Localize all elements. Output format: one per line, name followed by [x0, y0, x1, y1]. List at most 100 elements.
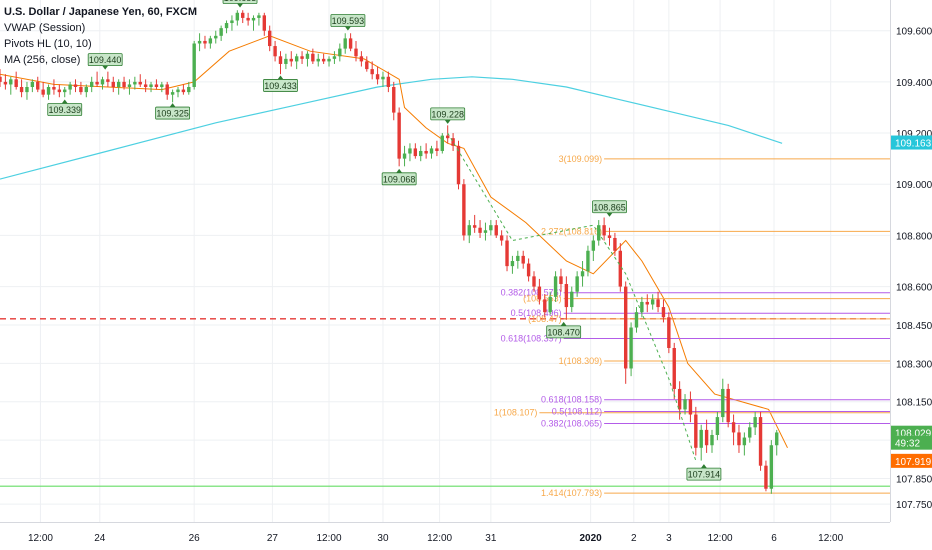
candle-body-up	[489, 225, 493, 231]
indicator-ma[interactable]: MA (256, close)	[4, 54, 81, 66]
fib-level-label: 1(108.309)	[559, 356, 603, 366]
time-axis: 12:00 24 26 27 12:00 30 12:00 31 2020 2 3 12:00 6 12:…	[0, 522, 890, 550]
candle-body-down	[543, 299, 547, 313]
candle-body-down	[613, 237, 617, 251]
candle-body-down	[661, 307, 666, 318]
candle-body-down	[143, 84, 148, 87]
candle-body-down	[273, 46, 277, 57]
candle-body-up	[208, 38, 213, 44]
time-tick-label: 12:00	[708, 533, 733, 544]
fib-level-label: 0.5(108.112)	[552, 406, 602, 416]
pivot-pointer	[102, 65, 109, 70]
candle-body-down	[262, 15, 267, 31]
chart-legend: U.S. Dollar / Japanese Yen, 60, FXCM VWA…	[4, 4, 197, 68]
candle-body-up	[327, 58, 331, 62]
candle-body-down	[354, 48, 358, 57]
candle-body-down	[704, 429, 709, 446]
candle-body-up	[170, 92, 175, 95]
candle-body-up	[715, 417, 720, 435]
time-tick-label: 27	[267, 533, 279, 544]
candle-body-up	[634, 312, 639, 328]
candle-body-down	[14, 79, 18, 87]
candle-body-up	[251, 17, 256, 21]
candle-body-up	[575, 276, 579, 292]
candle-body-down	[311, 53, 315, 62]
fib-level-label: 0.618(108.158)	[541, 395, 602, 405]
fib-level-label: 3(109.099)	[559, 154, 603, 164]
moving-average-line	[0, 76, 783, 180]
price-tick-label: 108.800	[896, 231, 932, 242]
pivot-pointer	[344, 26, 351, 31]
candle-body-up	[580, 271, 585, 277]
candle-body-down	[726, 388, 730, 423]
candle-body-down	[451, 138, 455, 146]
time-tick-label: 2020	[580, 533, 603, 544]
candle-body-up	[187, 87, 191, 93]
indicator-vwap[interactable]: VWAP (Session)	[4, 22, 86, 34]
price-badge-label: 49:32	[895, 439, 920, 450]
candle-body-down	[559, 276, 563, 285]
candle-body-down	[526, 263, 531, 277]
candle-body-down	[537, 286, 542, 300]
candle-body-down	[95, 81, 99, 85]
candle-body-up	[748, 427, 752, 438]
candle-body-up	[710, 435, 714, 446]
candle-body-up	[305, 53, 310, 59]
candle-body-down	[392, 87, 396, 113]
candle-body-up	[510, 261, 515, 267]
candle-body-up	[192, 43, 196, 87]
candle-body-up	[116, 81, 121, 87]
candle-body-down	[478, 227, 482, 233]
candle-body-up	[235, 12, 240, 21]
candle-body-up	[429, 148, 434, 154]
candle-body-up	[127, 84, 132, 87]
price-badge-label: 108.029	[895, 429, 932, 440]
price-tick-label: 107.850	[896, 475, 932, 486]
candle-body-up	[63, 89, 67, 93]
pivot-label: 109.068	[383, 174, 416, 184]
candle-body-up	[769, 445, 774, 489]
candle-body-down	[370, 69, 374, 75]
candle-body-down	[764, 465, 768, 489]
candle-body-up	[176, 89, 180, 93]
candle-body-down	[494, 225, 498, 236]
candle-body-down	[445, 135, 450, 139]
pivot-labels: 109.683 109.593 109.440 109.339 109.325 109.4…	[47, 0, 722, 481]
candle-body-down	[462, 184, 466, 236]
candle-body-up	[408, 148, 412, 154]
candle-body-down	[203, 40, 207, 44]
candle-body-down	[618, 250, 623, 287]
candle-body-down	[165, 84, 169, 95]
candle-body-down	[3, 81, 8, 85]
candle-body-up	[570, 291, 574, 308]
grid	[0, 0, 890, 522]
time-tick-label: 26	[189, 533, 201, 544]
candle-body-up	[230, 20, 234, 24]
candle-body-down	[456, 145, 461, 185]
candle-body-up	[224, 23, 229, 29]
candle-body-down	[386, 76, 391, 87]
candle-body-down	[758, 417, 763, 466]
candle-body-up	[332, 56, 337, 59]
pivot-label: 108.470	[547, 327, 580, 337]
time-tick-label: 12:00	[818, 533, 843, 544]
indicator-pivots[interactable]: Pivots HL (10, 10)	[4, 38, 92, 50]
pivot-pointer	[61, 99, 68, 104]
price-tick-label: 109.200	[896, 129, 932, 140]
pivot-pointer	[700, 464, 707, 469]
candle-body-up	[149, 84, 153, 87]
pivot-label: 109.433	[264, 81, 297, 91]
candle-body-down	[300, 56, 304, 59]
pivot-pointer	[444, 119, 451, 124]
time-tick-label: 3	[666, 533, 672, 544]
candle-body-down	[289, 58, 293, 62]
time-tick-label: 2	[631, 533, 637, 544]
ma-256-line	[0, 76, 783, 180]
time-tick-label: 31	[485, 533, 497, 544]
price-tick-label: 109.600	[896, 27, 932, 38]
candle-body-up	[68, 84, 72, 90]
price-badge	[891, 453, 932, 468]
pivot-label: 107.914	[688, 470, 721, 480]
candle-body-down	[111, 81, 115, 87]
